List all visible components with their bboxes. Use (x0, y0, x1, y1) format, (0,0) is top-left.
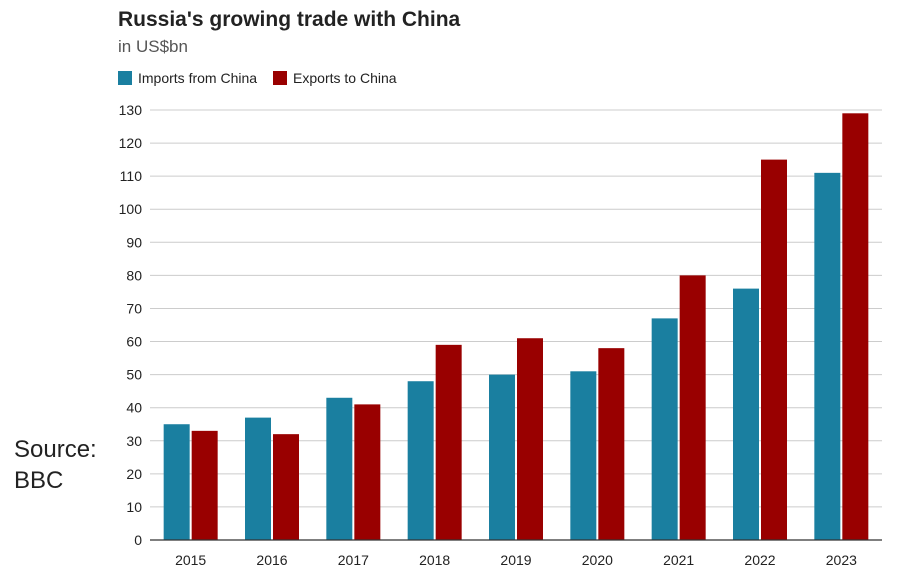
bar-exports-2020 (598, 348, 625, 540)
y-tick-label: 90 (126, 234, 142, 250)
x-axis-ticks: 2015 2016 2017 2018 2019 2020 2021 2022 2023 (175, 552, 857, 568)
bar-imports-2021 (651, 318, 678, 540)
legend-label-imports: Imports from China (138, 70, 258, 86)
bar-imports-2022 (733, 288, 759, 540)
x-tick-label: 2017 (338, 552, 369, 568)
source-note: Source: BBC (14, 434, 97, 496)
y-tick-label: 100 (119, 201, 143, 217)
y-tick-label: 30 (126, 433, 142, 449)
y-tick-label: 0 (134, 532, 142, 548)
legend: Imports from China Exports to China (118, 70, 413, 86)
bar-imports-2019 (489, 374, 515, 540)
y-tick-label: 110 (120, 168, 143, 184)
y-tick-label: 120 (119, 135, 143, 151)
bar-imports-2018 (407, 381, 434, 540)
y-tick-label: 20 (126, 466, 142, 482)
bar-exports-2018 (435, 344, 462, 540)
bar-exports-2022 (761, 159, 787, 540)
x-tick-label: 2015 (175, 552, 206, 568)
legend-swatch-imports (118, 71, 132, 85)
y-tick-label: 70 (126, 300, 142, 316)
legend-swatch-exports (273, 71, 288, 85)
bar-exports-2016 (273, 434, 299, 540)
bar-exports-2023 (842, 113, 869, 541)
y-tick-label: 50 (126, 367, 142, 383)
legend-item-imports: Imports from China (118, 70, 257, 86)
bar-exports-2019 (517, 338, 543, 540)
bar-imports-2015 (163, 424, 190, 540)
x-tick-label: 2022 (744, 552, 775, 568)
x-tick-label: 2023 (826, 552, 857, 568)
bar-exports-2021 (679, 275, 706, 540)
gridlines (150, 109, 882, 508)
x-tick-label: 2019 (500, 552, 531, 568)
x-tick-label: 2020 (582, 552, 613, 568)
chart-subtitle: in US$bn (118, 37, 188, 56)
y-axis-ticks: 0 10 20 30 40 50 60 70 80 90 100 110 120 130 (119, 102, 143, 548)
chart-title: Russia's growing trade with China (118, 8, 461, 31)
legend-label-exports: Exports to China (293, 70, 397, 86)
source-name: BBC (14, 467, 64, 494)
y-tick-label: 10 (126, 499, 142, 515)
bar-imports-2020 (570, 371, 597, 540)
x-tick-label: 2021 (663, 552, 694, 568)
bar-imports-2016 (245, 417, 271, 540)
x-tick-label: 2016 (256, 552, 287, 568)
y-tick-label: 80 (126, 267, 142, 283)
y-tick-label: 130 (119, 102, 143, 118)
bar-imports-2023 (814, 172, 841, 540)
bar-imports-2017 (326, 397, 353, 540)
y-tick-label: 60 (126, 334, 142, 350)
legend-item-exports: Exports to China (273, 70, 397, 86)
x-tick-label: 2018 (419, 552, 450, 568)
bars (163, 113, 869, 541)
y-tick-label: 40 (126, 400, 142, 416)
source-label: Source: (14, 436, 97, 463)
bar-exports-2017 (354, 404, 381, 540)
bar-exports-2015 (191, 430, 218, 540)
